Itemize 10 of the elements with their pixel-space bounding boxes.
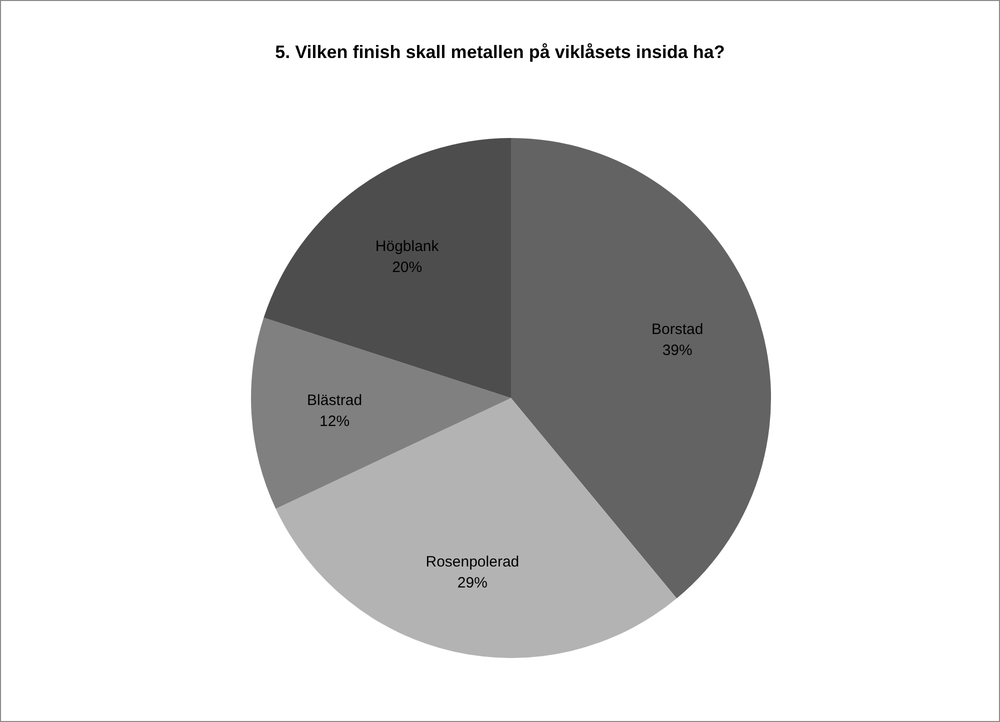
- data-label: 39%: [662, 342, 692, 360]
- data-label: 20%: [392, 258, 422, 276]
- slice-label: Rosenpolerad: [426, 554, 520, 571]
- slice-label: Blästrad: [307, 392, 362, 410]
- chart-title: 5. Vilken finish skall metallen på viklåsets insida ha?: [275, 42, 725, 62]
- slice-label: Borstad: [651, 321, 704, 338]
- slice-label: Högblank: [375, 238, 440, 255]
- pie-slice: [252, 318, 511, 509]
- data-label: 29%: [457, 574, 488, 592]
- data-label: 12%: [320, 413, 350, 430]
